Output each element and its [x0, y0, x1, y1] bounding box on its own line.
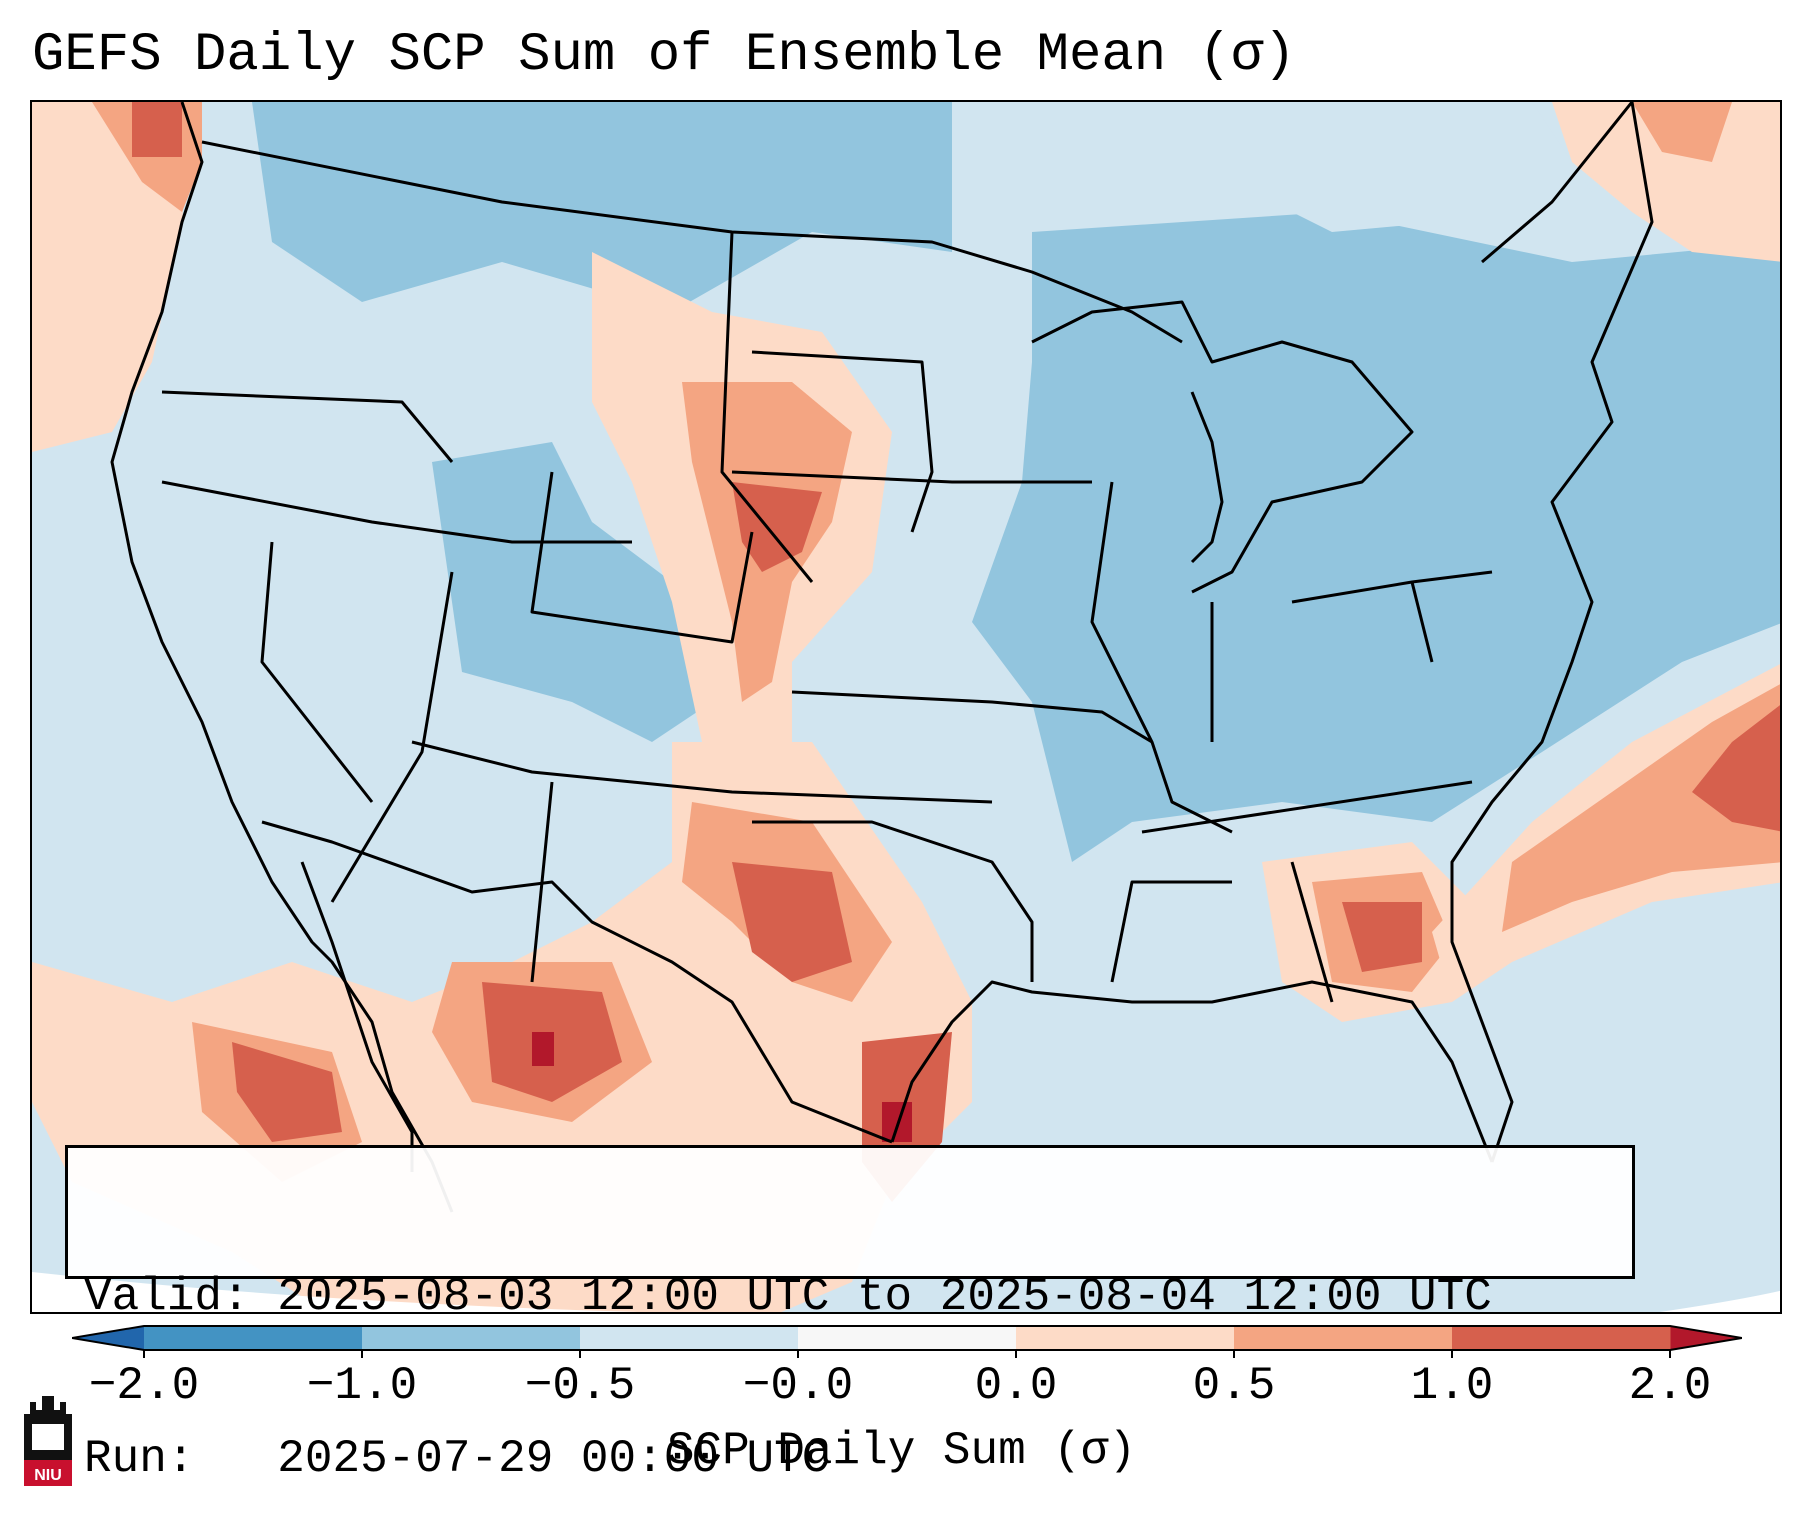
anomaly-region-maritimes — [1552, 102, 1780, 262]
anomaly-region-texas-core — [732, 862, 852, 982]
state-border — [530, 471, 754, 644]
state-border — [411, 740, 993, 804]
state-border — [1110, 880, 1232, 983]
anomaly-region-great-basin — [432, 442, 712, 742]
anomaly-region-atlantic-core — [1502, 684, 1780, 932]
us-canada-border — [201, 140, 1183, 344]
colorbar-label: SCP Daily Sum (σ) — [666, 1425, 1137, 1477]
colorbar-extend-high — [1670, 1326, 1742, 1350]
state-border — [330, 571, 454, 903]
run-value: 2025-07-29 00:00 UTC — [277, 1433, 830, 1485]
logo-text: NIU — [34, 1467, 62, 1484]
lake-michigan-shoreline — [1190, 391, 1224, 564]
state-border — [530, 781, 554, 983]
great-lakes-shoreline — [1031, 300, 1414, 594]
state-border — [1290, 861, 1334, 1003]
niu-logo-icon: NIU — [24, 1396, 72, 1486]
state-border — [720, 231, 814, 583]
colorbar-bin — [362, 1326, 581, 1350]
map-panel[interactable] — [30, 100, 1782, 1314]
state-border — [1141, 780, 1473, 834]
atlantic-coastline — [1450, 102, 1654, 1163]
us-mexico-border — [261, 820, 893, 1144]
run-label: Run: — [84, 1433, 195, 1485]
anomaly-cell-washington — [132, 102, 182, 157]
projection-edge — [1659, 1290, 1780, 1312]
state-border — [260, 541, 374, 803]
colorbar-bin — [1452, 1326, 1671, 1350]
colorbar-bin — [144, 1326, 363, 1350]
anomaly-region-great-lakes — [972, 212, 1780, 862]
state-border — [731, 470, 1092, 484]
colorbar-tick-label: 0.5 — [1192, 1360, 1276, 1412]
colorbar-bin — [580, 1326, 799, 1350]
colorbar-bin — [1016, 1326, 1235, 1350]
validity-info-box: Valid: 2025-08-03 12:00 UTC to 2025-08-0… — [65, 1145, 1635, 1485]
anomaly-region-canada-east — [1212, 102, 1592, 232]
west-coastline — [110, 102, 454, 1213]
valid-label: Valid: — [84, 1271, 250, 1323]
colorbar-ticks — [143, 1350, 1671, 1358]
colorbar-tick-label: 0.0 — [974, 1360, 1058, 1412]
anomaly-region-north-plains — [252, 102, 952, 312]
run-row: Run: 2025-07-29 00:00 UTC — [84, 1432, 1618, 1486]
state-border — [752, 820, 1034, 982]
state-border — [161, 390, 454, 463]
chart-title: GEFS Daily SCP Sum of Ensemble Mean (σ) — [32, 25, 1296, 86]
anomaly-region-nebraska-core — [732, 482, 822, 572]
colorbar-tick-label: −1.0 — [306, 1360, 418, 1412]
valid-value: 2025-08-03 12:00 UTC to 2025-08-04 12:00… — [277, 1271, 1492, 1323]
state-border — [1410, 581, 1434, 663]
anomaly-field — [32, 102, 1780, 1312]
anomaly-cell-mexico — [532, 1032, 554, 1066]
colorbar-bins — [72, 1325, 1742, 1351]
boundaries — [110, 102, 1654, 1213]
colorbar-bin — [1234, 1326, 1453, 1350]
state-border — [791, 690, 1153, 744]
colorbar-extend-low — [72, 1326, 144, 1350]
colorbar-tick-label: −0.5 — [524, 1360, 636, 1412]
state-border — [161, 480, 632, 544]
colorbar-tick-label: 2.0 — [1628, 1360, 1712, 1412]
projection-edge — [32, 1272, 640, 1312]
colorbar — [72, 1325, 1742, 1358]
colorbar-tick-label: 1.0 — [1410, 1360, 1494, 1412]
baja-coastline — [300, 861, 414, 1172]
anomaly-region-georgia-core — [1342, 902, 1422, 972]
colorbar-bin — [798, 1326, 1017, 1350]
anomaly-region-baja-core — [232, 1042, 342, 1142]
anomaly-region-atlantic-max — [1692, 705, 1780, 832]
valid-row: Valid: 2025-08-03 12:00 UTC to 2025-08-0… — [84, 1270, 1618, 1324]
scp-anomaly-map — [32, 102, 1780, 1312]
colorbar-tick-label: −2.0 — [88, 1360, 200, 1412]
anomaly-cell-gulf-coast — [882, 1102, 912, 1142]
state-border — [751, 350, 934, 533]
colorbar-tick-label: −0.0 — [742, 1360, 854, 1412]
gulf-coastline — [890, 980, 1494, 1163]
anomaly-region-maritimes-core — [1632, 102, 1732, 162]
state-border — [1090, 481, 1233, 834]
